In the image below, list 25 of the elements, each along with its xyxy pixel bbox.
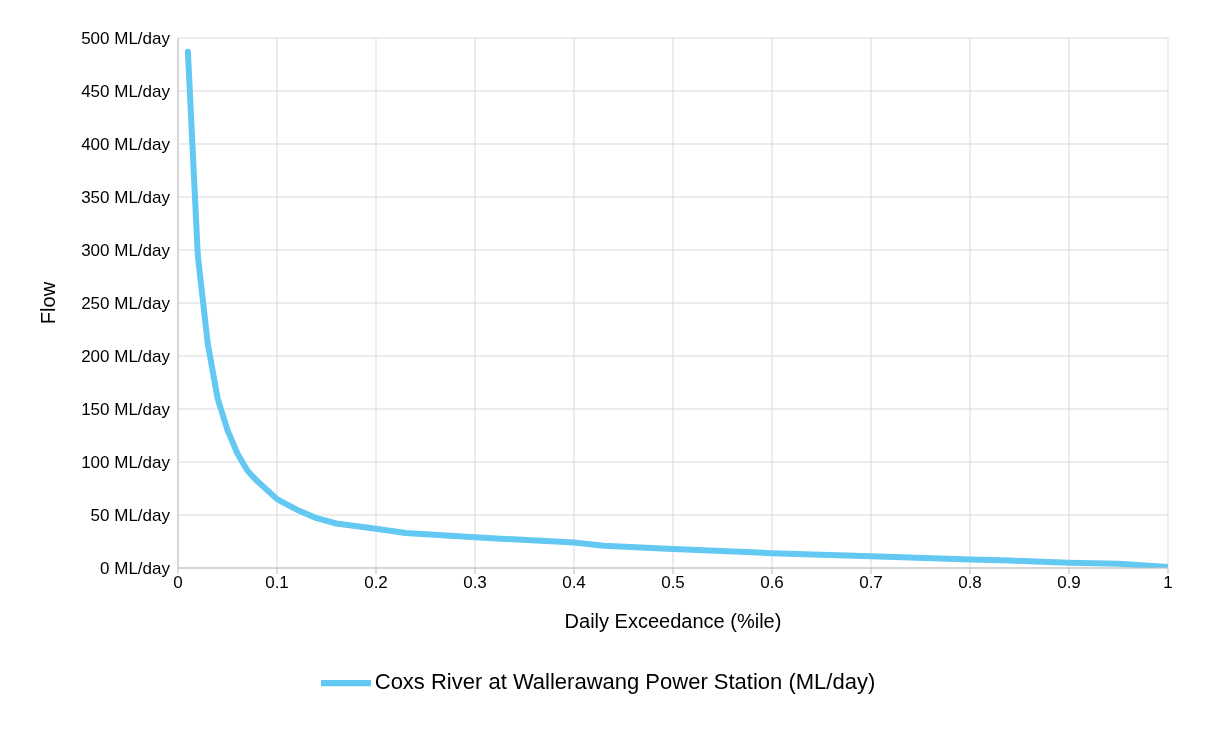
y-tick-label: 50 ML/day — [90, 506, 171, 526]
x-axis-title: Daily Exceedance (%ile) — [564, 610, 782, 632]
legend-label: Coxs River at Wallerawang Power Station (ML/day) — [374, 668, 876, 694]
x-tick-label: 0.4 — [562, 573, 586, 593]
x-tick-label: 0.9 — [1057, 573, 1081, 593]
x-tick-label: 0.7 — [859, 573, 883, 593]
y-tick-label: 0 ML/day — [100, 559, 171, 579]
y-tick-label: 500 ML/day — [81, 29, 171, 49]
y-tick-label: 150 ML/day — [81, 400, 171, 420]
x-tick-label: 0.3 — [463, 573, 487, 593]
y-tick-label: 200 ML/day — [81, 347, 171, 367]
x-tick-label: 0.8 — [958, 573, 982, 593]
y-tick-label: 100 ML/day — [81, 453, 171, 473]
y-axis-title: Flow — [37, 281, 60, 325]
x-tick-label: 0.1 — [265, 573, 289, 593]
y-tick-label: 450 ML/day — [81, 82, 171, 102]
x-tick-label: 1 — [1163, 573, 1173, 593]
x-tick-label: 0 — [173, 573, 183, 593]
y-tick-label: 350 ML/day — [81, 188, 171, 208]
y-tick-label: 400 ML/day — [81, 135, 171, 155]
x-tick-label: 0.2 — [364, 573, 388, 593]
x-tick-label: 0.5 — [661, 573, 685, 593]
y-tick-label: 300 ML/day — [81, 241, 171, 261]
x-tick-label: 0.6 — [760, 573, 784, 593]
y-tick-label: 250 ML/day — [81, 294, 171, 314]
